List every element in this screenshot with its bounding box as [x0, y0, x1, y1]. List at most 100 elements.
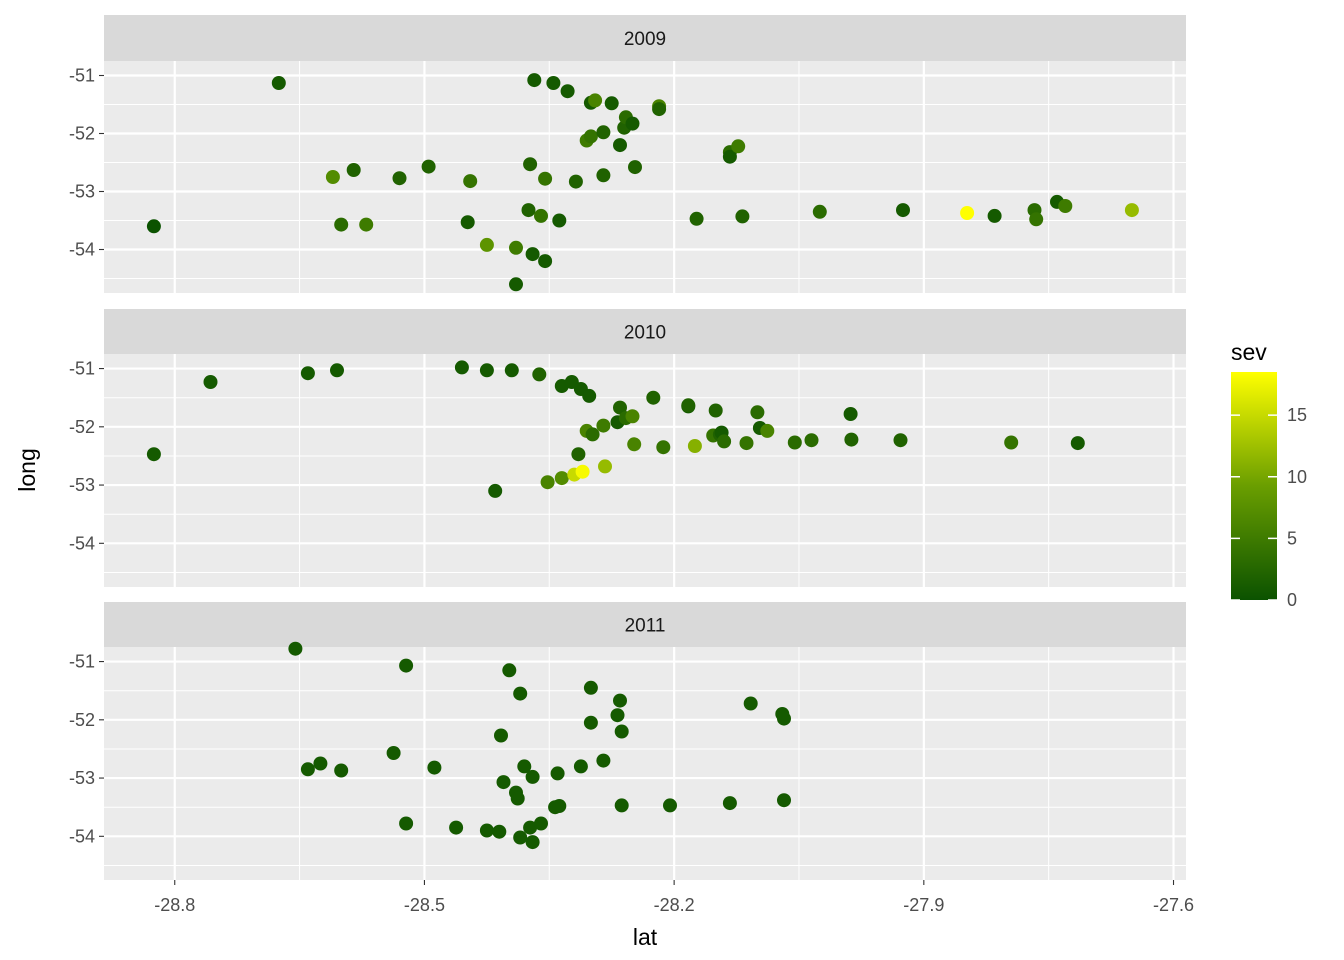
- data-point: [583, 680, 598, 695]
- data-point: [359, 217, 374, 232]
- data-point: [488, 483, 503, 498]
- facet-strip-label: 2010: [624, 323, 666, 344]
- facet-strip-label: 2011: [625, 616, 666, 637]
- color-legend: sev 0 5 10 15: [1231, 339, 1307, 610]
- data-point: [568, 174, 583, 189]
- data-point: [479, 823, 494, 838]
- data-point: [517, 759, 532, 774]
- data-point: [844, 432, 859, 447]
- data-point: [893, 433, 908, 448]
- data-point: [604, 96, 619, 111]
- data-point: [552, 799, 567, 813]
- data-point: [1070, 436, 1085, 451]
- data-point: [573, 759, 588, 774]
- data-point: [743, 696, 758, 711]
- data-point: [538, 171, 553, 186]
- data-point: [288, 641, 303, 656]
- y-tick-label: -54: [69, 826, 95, 846]
- data-point: [534, 208, 548, 223]
- data-point: [652, 102, 667, 117]
- data-point: [492, 824, 507, 839]
- data-point: [588, 93, 603, 108]
- data-point: [596, 125, 611, 140]
- data-point: [646, 390, 661, 405]
- x-tick-label: -27.9: [903, 895, 944, 915]
- data-point: [596, 418, 611, 433]
- y-tick-label: -51: [69, 652, 95, 672]
- data-point: [540, 475, 555, 490]
- data-point: [532, 367, 547, 382]
- data-point: [479, 363, 494, 378]
- data-point: [300, 762, 315, 777]
- legend-colorbar: [1231, 372, 1277, 600]
- data-point: [610, 708, 625, 723]
- data-point: [427, 760, 442, 775]
- data-point: [583, 129, 598, 144]
- data-point: [527, 73, 542, 88]
- data-point: [1004, 435, 1019, 450]
- facet-strip: [104, 15, 1186, 61]
- data-point: [504, 363, 519, 378]
- data-point: [596, 168, 611, 183]
- facet-panel-2009: 2009 -51 -52 -53 -54: [69, 15, 1186, 293]
- data-point: [598, 459, 612, 474]
- data-point: [330, 363, 344, 378]
- data-point: [663, 798, 677, 813]
- data-point: [708, 403, 723, 418]
- data-point: [460, 215, 475, 230]
- data-point: [896, 203, 910, 218]
- data-point: [656, 440, 671, 455]
- facet-strip: [104, 602, 1186, 647]
- facet-panel-2011: 2011 -51 -52 -53 -54: [69, 602, 1186, 880]
- points-2009: [146, 73, 1139, 292]
- data-point: [583, 715, 598, 730]
- y-tick-label: -51: [69, 359, 95, 379]
- points-2011: [288, 641, 791, 850]
- legend-ticks: 0 5 10 15: [1231, 405, 1307, 610]
- data-point: [525, 835, 540, 850]
- legend-tick-label: 10: [1287, 467, 1307, 487]
- data-point: [628, 160, 642, 175]
- data-point: [386, 746, 401, 760]
- data-point: [313, 756, 328, 771]
- data-point: [334, 217, 349, 232]
- data-point: [554, 471, 569, 486]
- y-tick-label: -52: [69, 124, 95, 144]
- x-axis-title: lat: [633, 924, 658, 950]
- data-point: [787, 435, 802, 450]
- data-point: [625, 409, 640, 424]
- data-point: [146, 447, 161, 462]
- y-axis-title: long: [14, 448, 40, 491]
- x-tick-label: -27.6: [1153, 895, 1194, 915]
- data-point: [614, 798, 629, 813]
- facet-strip-label: 2009: [624, 29, 666, 50]
- x-tick-label: -28.5: [404, 895, 445, 915]
- data-point: [421, 159, 436, 174]
- x-tick-label: -28.8: [154, 895, 195, 915]
- y-tick-label: -53: [69, 768, 95, 788]
- data-point: [731, 139, 746, 154]
- data-point: [689, 211, 704, 226]
- data-point: [722, 149, 737, 164]
- data-point: [627, 437, 642, 452]
- data-point: [271, 76, 286, 90]
- data-point: [325, 170, 340, 184]
- data-point: [613, 138, 627, 153]
- data-point: [614, 724, 629, 739]
- data-point: [513, 830, 528, 845]
- data-point: [596, 753, 611, 768]
- data-point: [521, 203, 536, 218]
- y-tick-label: -53: [69, 182, 95, 202]
- data-point: [334, 763, 349, 778]
- data-point: [735, 209, 750, 224]
- data-point: [960, 206, 975, 220]
- data-point: [513, 686, 528, 701]
- data-point: [560, 84, 575, 99]
- x-tick-label: -28.2: [654, 895, 695, 915]
- panel-background: [104, 354, 1186, 587]
- data-point: [449, 820, 464, 835]
- data-point: [550, 766, 565, 781]
- data-point: [203, 375, 218, 389]
- data-point: [534, 816, 548, 831]
